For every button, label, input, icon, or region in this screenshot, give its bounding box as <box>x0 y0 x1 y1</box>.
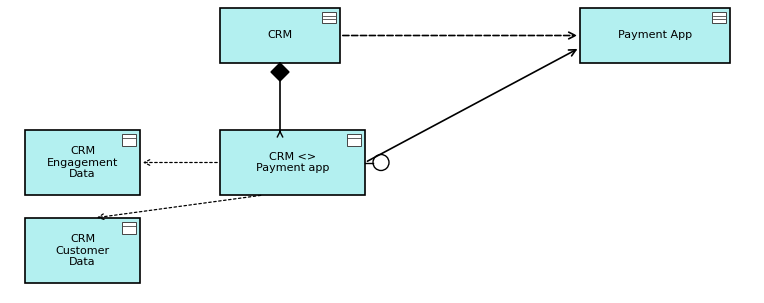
Text: CRM: CRM <box>267 31 293 41</box>
Text: Payment App: Payment App <box>618 31 692 41</box>
Text: CRM
Customer
Data: CRM Customer Data <box>56 234 109 267</box>
Text: CRM <>
Payment app: CRM <> Payment app <box>256 152 329 173</box>
Polygon shape <box>271 63 289 81</box>
Bar <box>712 12 726 22</box>
Bar <box>220 8 340 63</box>
Bar <box>122 134 136 146</box>
Bar <box>580 8 730 63</box>
Bar <box>25 130 140 195</box>
Bar <box>220 130 365 195</box>
Bar <box>25 218 140 283</box>
Bar <box>322 12 336 22</box>
Bar <box>347 134 361 146</box>
Text: CRM
Engagement
Data: CRM Engagement Data <box>47 146 118 179</box>
Bar <box>122 222 136 234</box>
